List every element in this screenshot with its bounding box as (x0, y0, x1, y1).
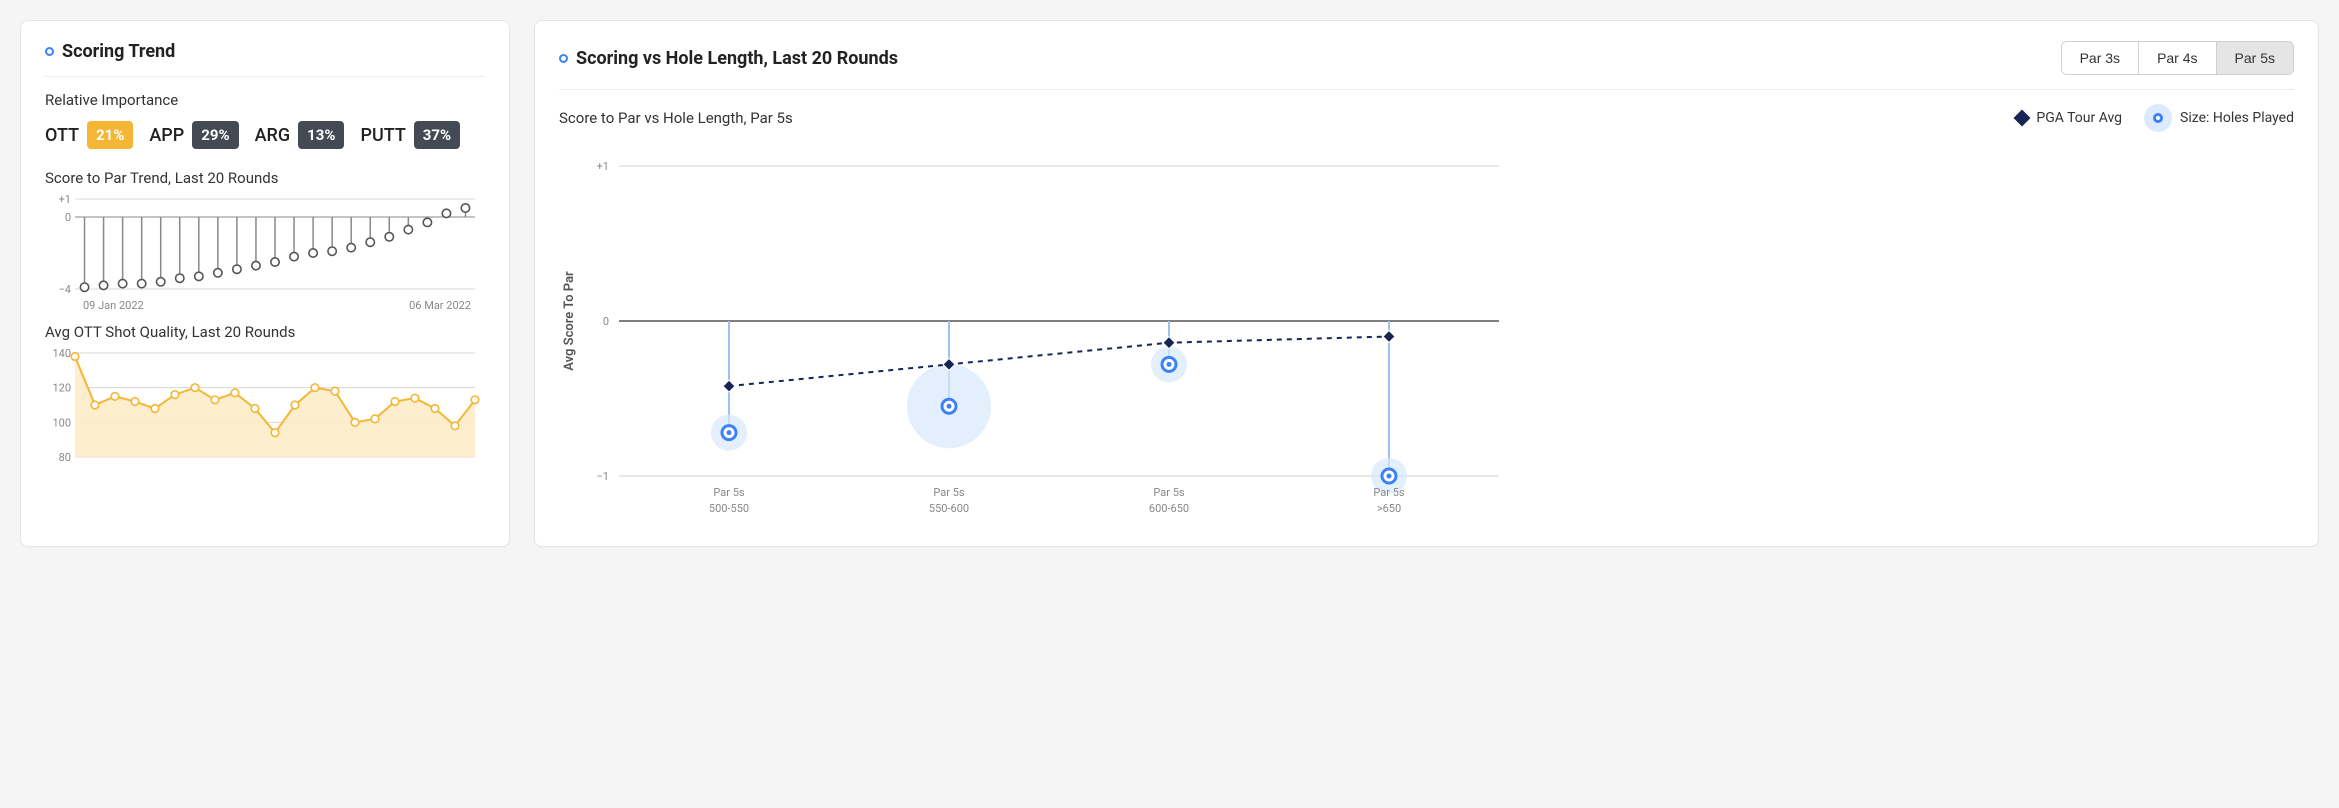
importance-item: APP 29% (149, 121, 238, 149)
subtitle-row: Score to Par vs Hole Length, Par 5s PGA … (559, 104, 2294, 132)
card-title: Scoring Trend (45, 41, 175, 62)
svg-text:Par 5s: Par 5s (933, 486, 965, 499)
importance-label: Relative Importance (45, 91, 485, 109)
svg-text:+1: +1 (59, 193, 71, 206)
tab-par-3s[interactable]: Par 3s (2062, 42, 2139, 74)
card-header: Scoring vs Hole Length, Last 20 Rounds P… (559, 41, 2294, 90)
svg-text:0: 0 (603, 315, 609, 328)
svg-text:140: 140 (52, 347, 71, 360)
svg-text:−4: −4 (59, 283, 71, 296)
importance-label: ARG (255, 125, 291, 146)
ott-chart-title: Avg OTT Shot Quality, Last 20 Rounds (45, 323, 485, 341)
legend-pga: PGA Tour Avg (2016, 110, 2122, 126)
tab-par-5s[interactable]: Par 5s (2217, 42, 2293, 74)
svg-text:100: 100 (52, 416, 71, 429)
title-text: Scoring vs Hole Length, Last 20 Rounds (576, 48, 898, 69)
importance-badge: 29% (192, 121, 238, 149)
subtitle-text: Score to Par vs Hole Length, Par 5s (559, 109, 793, 127)
svg-text:Avg Score To Par: Avg Score To Par (562, 271, 577, 371)
bubble-icon (2144, 104, 2172, 132)
tab-par-4s[interactable]: Par 4s (2139, 42, 2216, 74)
svg-text:>650: >650 (1377, 502, 1401, 515)
svg-text:Par 5s: Par 5s (713, 486, 745, 499)
svg-text:550-600: 550-600 (929, 502, 969, 515)
svg-text:+1: +1 (597, 160, 609, 173)
importance-row: OTT 21% APP 29% ARG 13% PUTT 37% (45, 121, 485, 149)
importance-label: APP (149, 125, 184, 146)
legend-size-label: Size: Holes Played (2180, 110, 2294, 126)
hole-length-chart: Avg Score To Par +1 0 −1 Par 5s 500-550 Par 5s… (559, 146, 1519, 526)
importance-badge: 37% (414, 121, 460, 149)
ott-quality-chart: 140 120 100 80 (45, 347, 485, 467)
svg-text:500-550: 500-550 (709, 502, 749, 515)
card-title: Scoring vs Hole Length, Last 20 Rounds (559, 48, 898, 69)
par-tab-group: Par 3sPar 4sPar 5s (2061, 41, 2294, 75)
importance-label: OTT (45, 125, 79, 146)
importance-label: PUTT (360, 125, 405, 146)
score-trend-title: Score to Par Trend, Last 20 Rounds (45, 169, 485, 187)
svg-text:−1: −1 (597, 470, 609, 483)
svg-text:Par 5s: Par 5s (1153, 486, 1185, 499)
legend-pga-label: PGA Tour Avg (2036, 110, 2122, 126)
svg-text:09 Jan 2022: 09 Jan 2022 (83, 299, 144, 312)
legend: PGA Tour Avg Size: Holes Played (2016, 104, 2294, 132)
importance-item: OTT 21% (45, 121, 133, 149)
ring-icon (559, 54, 568, 63)
svg-text:600-650: 600-650 (1149, 502, 1189, 515)
svg-text:Par 5s: Par 5s (1373, 486, 1405, 499)
scoring-trend-card: Scoring Trend Relative Importance OTT 21%… (20, 20, 510, 547)
ring-icon (45, 47, 54, 56)
diamond-icon (2014, 110, 2031, 127)
importance-item: PUTT 37% (360, 121, 460, 149)
svg-text:120: 120 (52, 382, 71, 395)
hole-length-card: Scoring vs Hole Length, Last 20 Rounds P… (534, 20, 2319, 547)
svg-text:80: 80 (59, 451, 71, 464)
importance-badge: 21% (87, 121, 133, 149)
importance-badge: 13% (298, 121, 344, 149)
card-header: Scoring Trend (45, 41, 485, 77)
svg-text:06 Mar 2022: 06 Mar 2022 (409, 299, 471, 312)
score-trend-chart: +1 0 −4 09 Jan 2022 06 Mar 2022 (45, 193, 485, 313)
importance-item: ARG 13% (255, 121, 345, 149)
title-text: Scoring Trend (62, 41, 175, 62)
legend-size: Size: Holes Played (2144, 104, 2294, 132)
svg-text:0: 0 (65, 211, 71, 224)
